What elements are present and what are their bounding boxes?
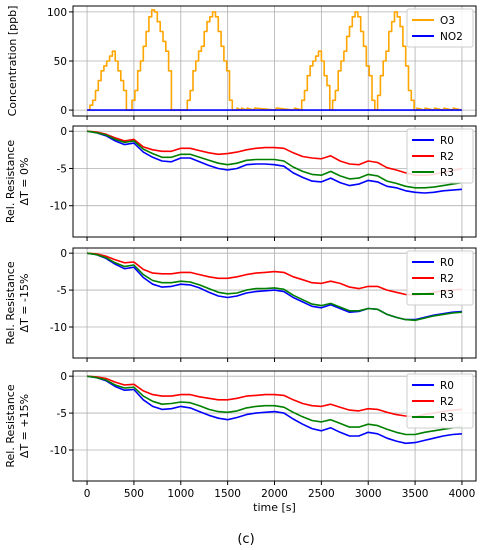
figure-caption: (c) xyxy=(237,532,254,547)
y-axis-label: Rel. ResistanceΔT = -15% xyxy=(4,261,31,344)
series-line-o3 xyxy=(87,9,463,111)
y-tick-label: 0 xyxy=(60,371,67,383)
y-tick-label: 0 xyxy=(60,248,67,260)
x-tick-label: 2500 xyxy=(308,488,335,500)
y-tick-label: -5 xyxy=(57,285,67,297)
series-line-r0 xyxy=(86,375,462,445)
series-line-r2 xyxy=(87,130,463,176)
x-tick-label: 1500 xyxy=(214,488,241,500)
legend-label-r2: R2 xyxy=(440,151,454,163)
y-tick-label: 100 xyxy=(47,7,67,19)
y-axis-label-line: Rel. Resistance xyxy=(4,384,17,467)
y-axis-label-line: ΔT = 0% xyxy=(18,158,31,206)
y-axis-label-line: Rel. Resistance xyxy=(4,261,17,344)
y-axis-label: Rel. ResistanceΔT = 0% xyxy=(4,140,31,223)
legend-label-r0: R0 xyxy=(440,257,454,269)
legend-box xyxy=(406,8,474,48)
series-line-r3 xyxy=(86,375,462,436)
legend-label-r2: R2 xyxy=(440,396,454,408)
y-tick-label: -10 xyxy=(50,445,67,457)
series-line-r0 xyxy=(86,130,462,194)
y-axis-label: Concentration [ppb] xyxy=(6,6,19,117)
series-line-r2 xyxy=(87,375,462,418)
series-line-r3 xyxy=(86,130,463,189)
legend-label-r0: R0 xyxy=(440,135,454,147)
legend-box xyxy=(406,373,474,429)
legend-box xyxy=(406,128,474,184)
legend-label-no2: NO2 xyxy=(440,31,463,43)
y-tick-label: -5 xyxy=(57,163,67,175)
y-tick-label: 0 xyxy=(60,126,67,138)
x-tick-label: 3500 xyxy=(402,488,429,500)
y-tick-label: -5 xyxy=(57,408,67,420)
chart-panel-4: 0 -5 -10 0 500 1000 1500 2000 2500 3000 3500 4000 Re… xyxy=(4,370,477,514)
chart-panel-3: 0 -5 -10 Rel. ResistanceΔT = -15% R0 R2 R3 xyxy=(4,247,477,362)
series-line-r3 xyxy=(86,252,462,322)
y-tick-label: 50 xyxy=(54,56,67,68)
y-tick-label: -10 xyxy=(50,201,67,213)
y-axis-label-line: Rel. Resistance xyxy=(4,140,17,223)
x-tick-label: 0 xyxy=(84,488,91,500)
y-axis-label-line: Concentration [ppb] xyxy=(6,6,19,117)
legend-box xyxy=(406,250,474,306)
x-tick-label: 1000 xyxy=(167,488,194,500)
legend-label-r3: R3 xyxy=(440,412,454,424)
legend: R0 R2 R3 xyxy=(406,128,474,184)
legend: R0 R2 R3 xyxy=(406,250,474,306)
x-tick-label: 500 xyxy=(124,488,144,500)
x-tick-label: 4000 xyxy=(449,488,476,500)
x-axis-label: time [s] xyxy=(253,501,296,514)
legend-label-o3: O3 xyxy=(440,15,455,27)
y-tick-label: 0 xyxy=(60,105,67,117)
x-tick-label: 3000 xyxy=(355,488,382,500)
y-axis-label-line: ΔT = -15% xyxy=(18,274,31,333)
series-line-r2 xyxy=(87,252,462,297)
chart-panel-2: 0 -5 -10 Rel. ResistanceΔT = 0% R0 R2 R3 xyxy=(4,125,477,241)
legend: R0 R2 R3 xyxy=(406,373,474,429)
legend-label-r2: R2 xyxy=(440,273,454,285)
y-axis-label: Rel. ResistanceΔT = +15% xyxy=(4,384,31,467)
x-tick-label: 2000 xyxy=(261,488,288,500)
legend-label-r3: R3 xyxy=(440,167,454,179)
legend-label-r0: R0 xyxy=(440,380,454,392)
y-axis-label-line: ΔT = +15% xyxy=(18,394,31,458)
y-tick-label: -10 xyxy=(50,322,67,334)
legend-label-r3: R3 xyxy=(440,289,454,301)
